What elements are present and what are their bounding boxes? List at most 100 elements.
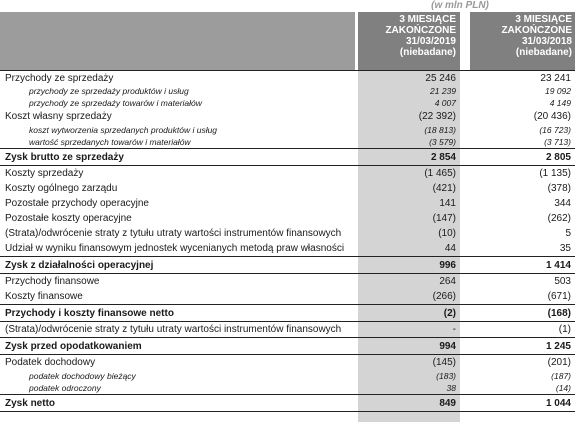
value-2019: 996 xyxy=(439,260,456,271)
table-header: 3 MIESIĄCE ZAKOŃCZONE 31/03/2019 (niebad… xyxy=(0,12,575,70)
row-label: przychody ze sprzedaży towarów i materia… xyxy=(29,98,202,108)
value-2019: - xyxy=(452,324,456,335)
column-2019-shading xyxy=(358,70,460,422)
header-line: ZAKOŃCZONE xyxy=(385,25,456,36)
header-line: 31/03/2018 xyxy=(521,36,572,47)
row-label: Zysk przed opodatkowaniem xyxy=(5,341,142,352)
value-2019: (2) xyxy=(443,308,456,319)
value-2018: (187) xyxy=(551,371,571,381)
value-2019: (3 579) xyxy=(429,137,456,147)
table-row: Zysk brutto ze sprzedaży 2 854 2 805 xyxy=(0,148,575,166)
table-row: Zysk z działalności operacyjnej 996 1 414 xyxy=(0,256,575,274)
table-row: Przychody ze sprzedaży 25 246 23 241 xyxy=(0,70,575,85)
row-label: Podatek dochodowy xyxy=(5,357,96,368)
value-2019: (266) xyxy=(432,291,456,302)
table-row: (Strata)/odwrócenie straty z tytułu utra… xyxy=(0,226,575,241)
row-label: Koszt własny sprzedaży xyxy=(5,111,112,122)
row-label: Przychody finansowe xyxy=(5,276,100,287)
table-row: Koszty sprzedaży (1 465) (1 135) xyxy=(0,166,575,181)
table-row: Podatek dochodowy (145) (201) xyxy=(0,355,575,370)
table-row: Udział w wyniku finansowym jednostek wyc… xyxy=(0,241,575,256)
value-2018: (14) xyxy=(555,383,571,393)
value-2018: (262) xyxy=(547,213,571,224)
value-2019: 994 xyxy=(439,341,456,352)
value-2019: (183) xyxy=(436,371,456,381)
table-row: przychody ze sprzedaży produktów i usług… xyxy=(0,85,575,97)
value-2019: 4 007 xyxy=(434,98,456,108)
row-label: (Strata)/odwrócenie straty z tytułu utra… xyxy=(5,324,342,335)
header-line: 3 MIESIĄCE xyxy=(515,14,572,25)
value-2019: (18 813) xyxy=(424,125,456,135)
table-row: koszt wytworzenia sprzedanych produktów … xyxy=(0,124,575,136)
value-2018: (201) xyxy=(547,357,571,368)
value-2018: 23 241 xyxy=(540,73,571,84)
value-2019: 38 xyxy=(446,383,456,393)
table-row: Zysk przed opodatkowaniem 994 1 245 xyxy=(0,337,575,355)
value-2018: 4 149 xyxy=(549,98,571,108)
table-row: Pozostałe przychody operacyjne 141 344 xyxy=(0,196,575,211)
value-2018: 503 xyxy=(554,276,571,287)
table-row: Przychody i koszty finansowe netto (2) (16… xyxy=(0,304,575,322)
value-2019: 25 246 xyxy=(425,73,456,84)
unit-caption: (w mln PLN) xyxy=(0,0,575,12)
row-label: Udział w wyniku finansowym jednostek wyc… xyxy=(5,243,345,254)
table-row: Pozostałe koszty operacyjne (147) (262) xyxy=(0,211,575,226)
value-2019: (421) xyxy=(432,183,456,194)
value-2018: 2 805 xyxy=(545,152,571,163)
row-label: Koszty sprzedaży xyxy=(5,168,84,179)
table-row: podatek dochodowy bieżący (183) (187) xyxy=(0,370,575,382)
value-2018: 35 xyxy=(559,243,571,254)
row-label: Przychody i koszty finansowe netto xyxy=(5,308,174,319)
value-2018: (20 436) xyxy=(533,111,571,122)
row-label: Koszty finansowe xyxy=(5,291,83,302)
value-2019: (1 465) xyxy=(424,168,456,179)
value-2019: 44 xyxy=(444,243,456,254)
column-header-2019: 3 MIESIĄCE ZAKOŃCZONE 31/03/2019 (niebad… xyxy=(358,12,460,70)
column-header-2018: 3 MIESIĄCE ZAKOŃCZONE 31/03/2018 (niebad… xyxy=(470,12,575,70)
value-2019: 264 xyxy=(439,276,456,287)
value-2018: 1 044 xyxy=(545,398,571,409)
table-row: Zysk netto 849 1 044 xyxy=(0,394,575,412)
row-label: koszt wytworzenia sprzedanych produktów … xyxy=(29,125,218,135)
value-2018: 1 245 xyxy=(545,341,571,352)
row-label: Zysk brutto ze sprzedaży xyxy=(5,152,124,163)
value-2018: (1) xyxy=(558,324,571,335)
row-label: Pozostałe przychody operacyjne xyxy=(5,198,149,209)
value-2019: 141 xyxy=(439,198,456,209)
row-label: Zysk netto xyxy=(5,398,56,409)
row-label: przychody ze sprzedaży produktów i usług xyxy=(29,86,189,96)
value-2019: 21 239 xyxy=(430,86,456,96)
row-label: (Strata)/odwrócenie straty z tytułu utra… xyxy=(5,228,342,239)
header-line: (niebadane) xyxy=(399,47,456,58)
income-statement-table: Przychody ze sprzedaży 25 246 23 241 przych… xyxy=(0,70,575,412)
value-2018: (671) xyxy=(547,291,571,302)
value-2018: (1 135) xyxy=(539,168,571,179)
value-2018: (378) xyxy=(547,183,571,194)
row-label: podatek dochodowy bieżący xyxy=(29,371,136,381)
table-row: (Strata)/odwrócenie straty z tytułu utra… xyxy=(0,322,575,337)
row-label: Przychody ze sprzedaży xyxy=(5,73,114,84)
header-label-cell xyxy=(0,12,355,70)
table-row: Przychody finansowe 264 503 xyxy=(0,274,575,289)
value-2018: (168) xyxy=(547,308,571,319)
row-label: podatek odroczony xyxy=(29,383,101,393)
row-label: Zysk z działalności operacyjnej xyxy=(5,260,154,271)
value-2019: (145) xyxy=(432,357,456,368)
header-line: 31/03/2019 xyxy=(405,36,456,47)
value-2019: 2 854 xyxy=(430,152,456,163)
value-2019: (147) xyxy=(432,213,456,224)
value-2018: 5 xyxy=(565,228,571,239)
table-row: wartość sprzedanych towarów i materiałów… xyxy=(0,136,575,148)
value-2019: 849 xyxy=(439,398,456,409)
unit-label: (w mln PLN) xyxy=(431,0,489,11)
value-2019: (22 392) xyxy=(418,111,456,122)
header-line: ZAKOŃCZONE xyxy=(501,25,572,36)
row-label: wartość sprzedanych towarów i materiałów xyxy=(29,137,191,147)
table-row: Koszt własny sprzedaży (22 392) (20 436) xyxy=(0,109,575,124)
table-row: podatek odroczony 38 (14) xyxy=(0,382,575,394)
value-2018: 1 414 xyxy=(545,260,571,271)
value-2018: 344 xyxy=(554,198,571,209)
header-line: 3 MIESIĄCE xyxy=(399,14,456,25)
table-row: Koszty finansowe (266) (671) xyxy=(0,289,575,304)
value-2019: (10) xyxy=(438,228,456,239)
